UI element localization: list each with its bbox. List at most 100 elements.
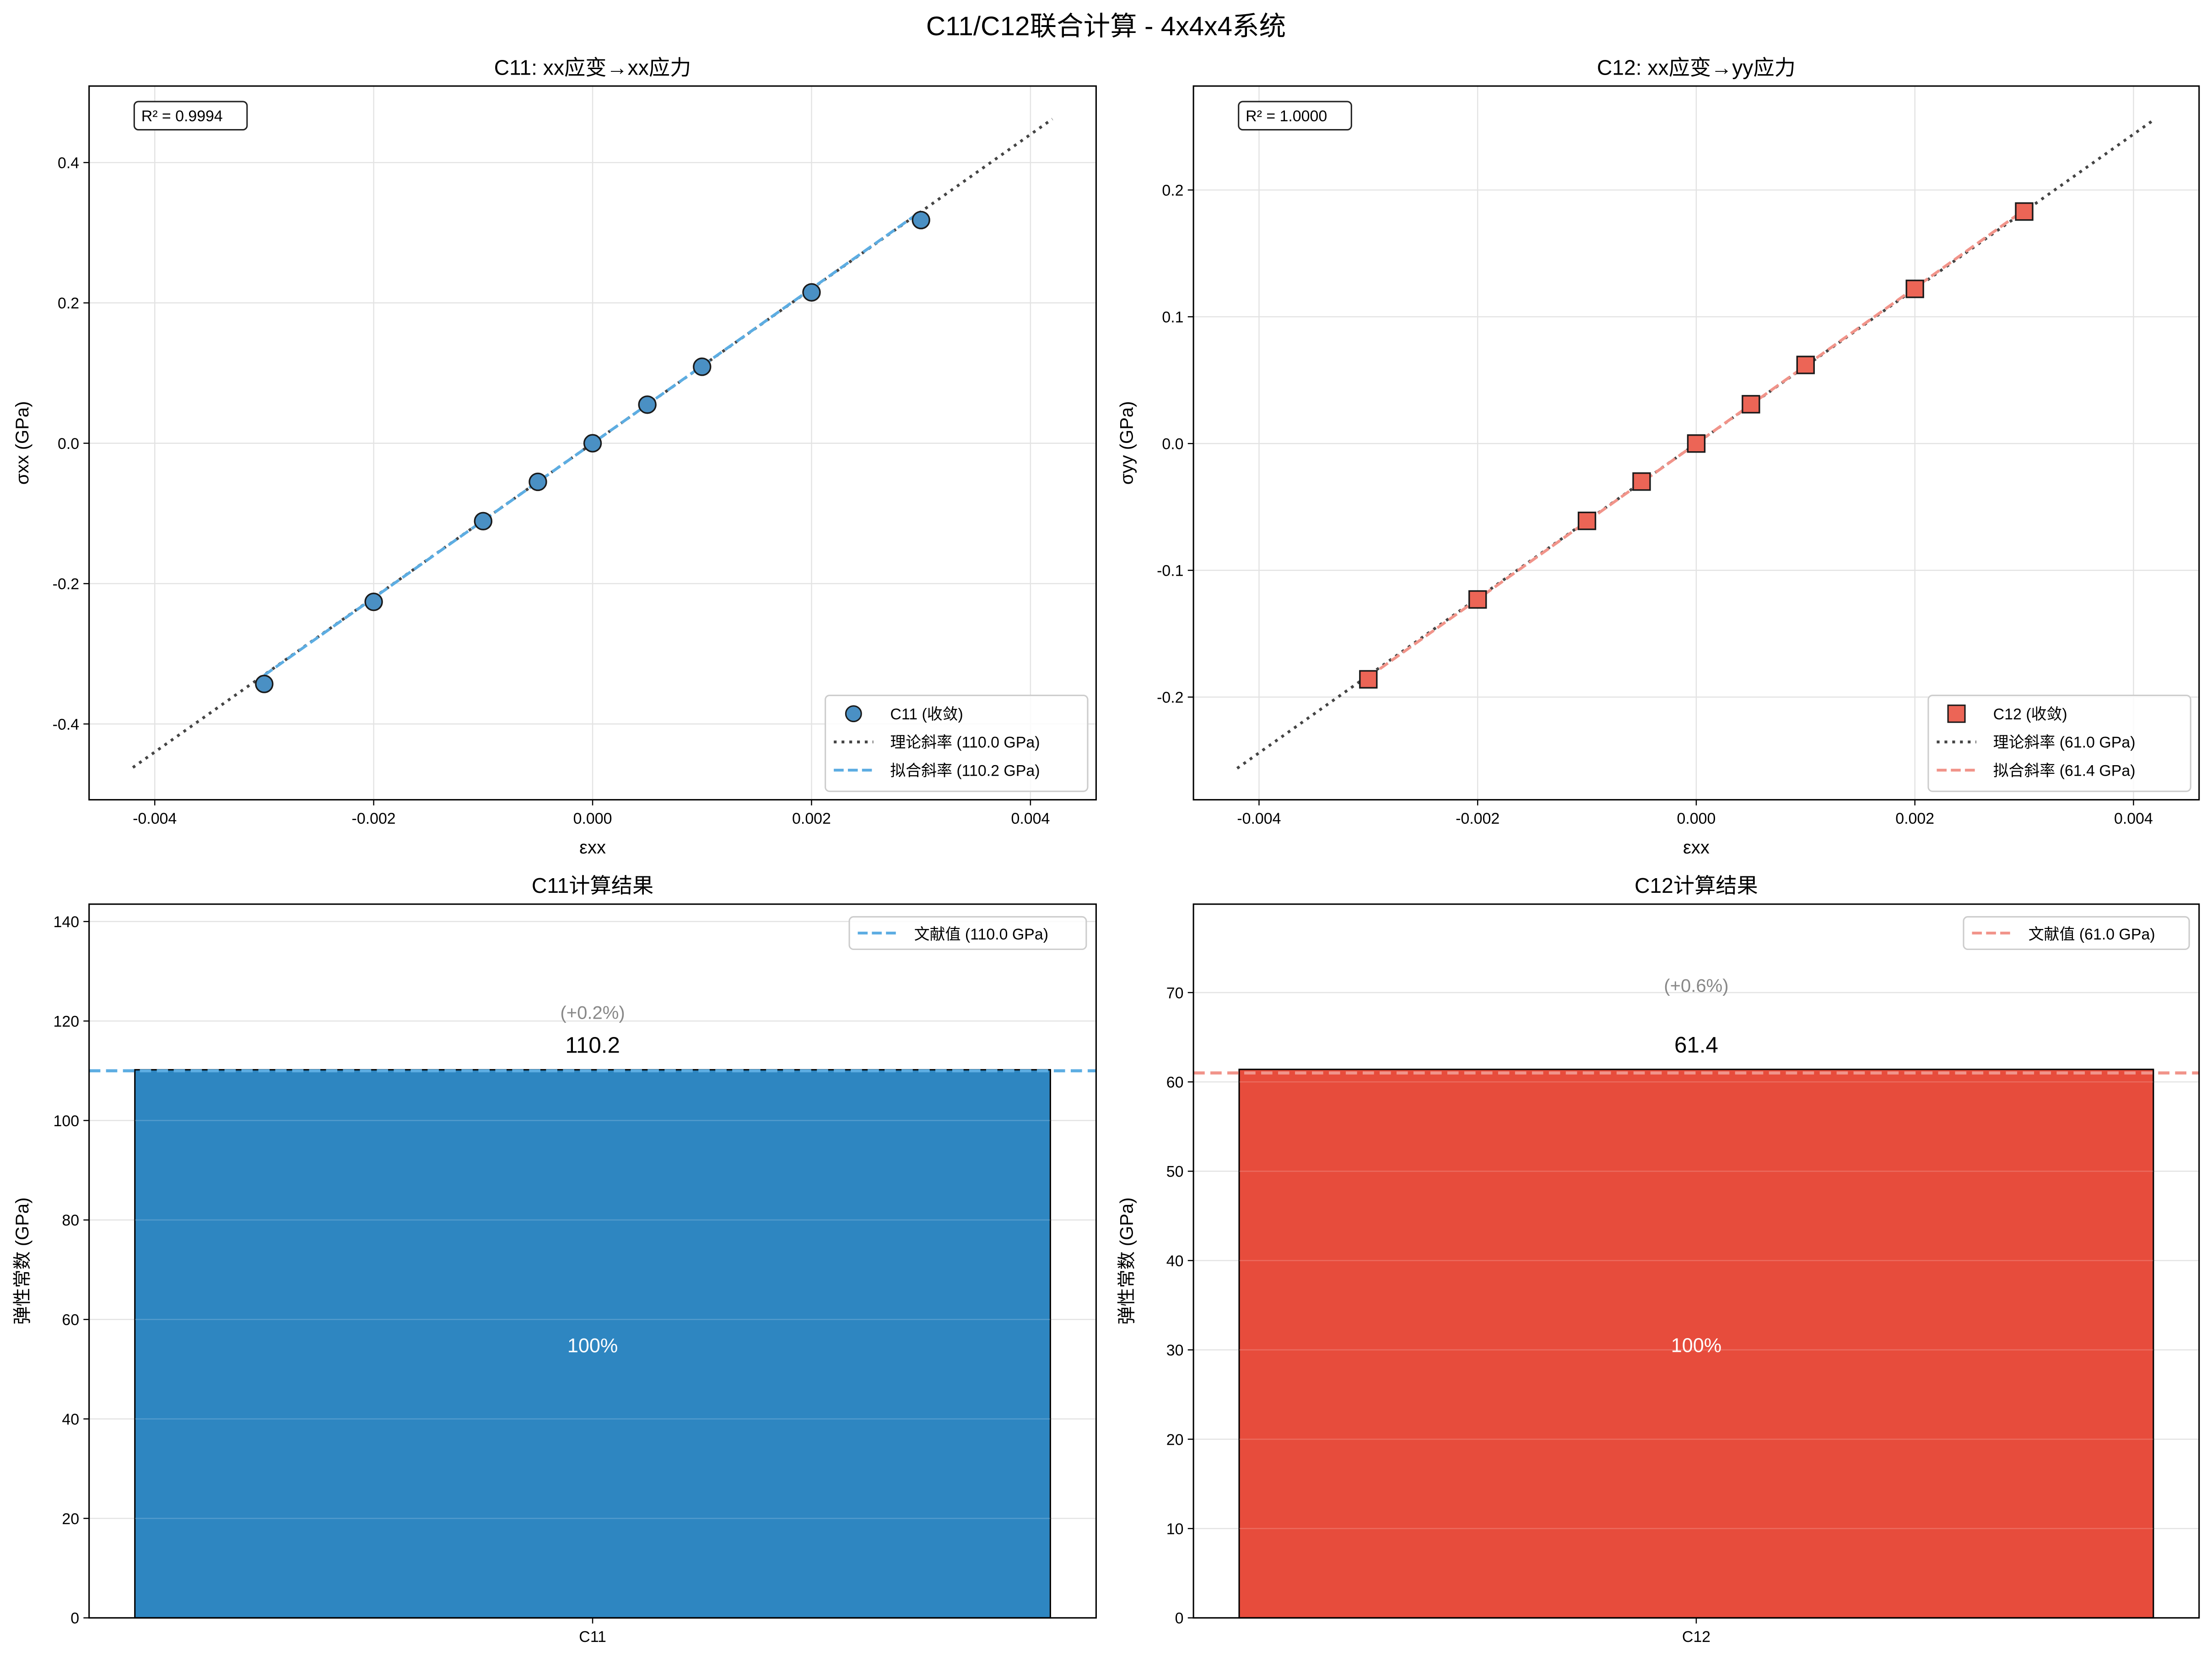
data-point <box>1687 434 1706 453</box>
legend: 文献值 (61.0 GPa) <box>1963 916 2190 950</box>
x-tick-label: 0.004 <box>2114 810 2153 827</box>
r-squared-annotation: R² = 0.9994 <box>133 101 248 131</box>
annotation-text: R² = 1.0000 <box>1246 108 1327 125</box>
data-point <box>1632 472 1651 491</box>
y-tick-label: 0 <box>1175 1610 1184 1627</box>
y-tick-label: 20 <box>62 1510 79 1528</box>
x-tick-label: 0.002 <box>1895 810 1934 827</box>
data-point <box>1905 280 1924 298</box>
y-tick-label: 140 <box>54 913 80 931</box>
y-axis-label: σxx (GPa) <box>12 401 32 485</box>
legend-marker <box>1947 704 1966 723</box>
annotation-box <box>1238 101 1352 131</box>
legend-entry: C12 (收敛) <box>1993 706 2067 723</box>
legend-entry: C11 (收敛) <box>890 706 963 723</box>
annotation-text: R² = 0.9994 <box>141 108 223 125</box>
data-point <box>474 512 493 531</box>
y-axis-label: 弹性常数 (GPa) <box>12 1197 32 1324</box>
y-tick-label: 0.1 <box>1162 309 1183 326</box>
y-tick-label: 0.4 <box>58 155 79 172</box>
data-point <box>802 283 821 302</box>
legend-marker <box>845 705 862 723</box>
x-tick-label: 0.000 <box>1677 810 1716 827</box>
panel-title: C11: xx应变→xx应力 <box>494 55 691 79</box>
data-point <box>1468 590 1487 609</box>
suptitle: C11/C12联合计算 - 4x4x4系统 <box>926 11 1286 41</box>
axes-frame <box>1192 903 2200 1619</box>
data-point <box>255 675 274 693</box>
data-point <box>2015 202 2034 221</box>
data-point <box>1577 512 1597 530</box>
legend-box <box>848 916 1087 950</box>
y-tick-label: 0.0 <box>58 435 79 453</box>
y-tick-label: 80 <box>62 1212 79 1229</box>
y-tick-label: 70 <box>1166 984 1184 1002</box>
y-tick-label: -0.2 <box>1157 689 1183 707</box>
deviation-label: (+0.2%) <box>560 1003 625 1023</box>
r-squared-annotation: R² = 1.0000 <box>1238 101 1352 131</box>
y-tick-label: 100 <box>54 1112 80 1130</box>
y-tick-label: 30 <box>1166 1342 1184 1359</box>
y-tick-label: 10 <box>1166 1520 1184 1538</box>
data-point <box>583 434 602 453</box>
data-point <box>693 357 712 376</box>
bar-C11 <box>134 1069 1051 1619</box>
bar-value-label: 110.2 <box>565 1033 620 1058</box>
panel-4: C12计算结果 0 10 20 30 40 50 60 70 弹性常数 (GPa) C12 61.4 (… <box>1117 874 2200 1646</box>
panel-3: C11计算结果 0 20 40 60 80 100 120 140 弹性常数 (GPa) C11 11… <box>12 874 1097 1646</box>
x-tick-label: -0.004 <box>1237 810 1281 827</box>
y-tick-label: 0 <box>70 1610 79 1627</box>
legend: 文献值 (110.0 GPa) <box>848 916 1087 950</box>
x-tick-label: -0.002 <box>1456 810 1500 827</box>
data-point <box>529 472 547 491</box>
panel-1: C11: xx应变→xx应力 -0.4 -0.2 0.0 0.2 0.4 σxx (GPa)… <box>12 55 1097 858</box>
theory-slope-line <box>1236 117 2156 770</box>
legend-entry: 文献值 (110.0 GPa) <box>914 926 1048 943</box>
legend-box <box>1927 695 2191 792</box>
y-tick-label: 120 <box>54 1013 80 1030</box>
data-point <box>912 211 930 230</box>
bar-inner-label: 100% <box>567 1335 618 1357</box>
legend: C12 (收敛) 理论斜率 (61.0 GPa) 拟合斜率 (61.4 GPa) <box>1927 695 2191 792</box>
legend-entry: 理论斜率 (110.0 GPa) <box>890 734 1040 751</box>
y-tick-label: 40 <box>62 1411 79 1428</box>
legend-box <box>1963 916 2190 950</box>
bar-value-label: 61.4 <box>1674 1032 1718 1058</box>
y-tick-label: 0.2 <box>1162 182 1183 200</box>
bar-C12 <box>1238 1069 2154 1619</box>
y-tick-label: 0.2 <box>58 295 79 312</box>
x-axis-label: εxx <box>1683 837 1710 858</box>
axes-frame <box>1192 85 2200 801</box>
panel-title: C12: xx应变→yy应力 <box>1597 55 1796 79</box>
annotation-box <box>133 101 248 131</box>
data-point <box>1359 670 1378 689</box>
x-tick-label: C11 <box>579 1628 606 1646</box>
legend-entry: 文献值 (61.0 GPa) <box>2029 926 2155 943</box>
panel-title: C12计算结果 <box>1635 874 1758 897</box>
y-tick-label: 40 <box>1166 1253 1184 1270</box>
y-tick-label: -0.2 <box>53 576 79 593</box>
data-point <box>364 592 383 611</box>
data-point <box>638 395 657 414</box>
x-tick-label: 0.000 <box>573 810 612 827</box>
theory-slope-line <box>132 118 1053 769</box>
legend: C11 (收敛) 理论斜率 (110.0 GPa) 拟合斜率 (110.2 GPa) <box>825 695 1089 792</box>
panel-2: C12: xx应变→yy应力 -0.2 -0.1 0.0 0.1 0.2 σyy (GPa)… <box>1117 55 2200 858</box>
x-tick-label: -0.004 <box>133 810 177 827</box>
y-tick-label: 50 <box>1166 1163 1184 1181</box>
bar-inner-label: 100% <box>1671 1335 1721 1357</box>
y-axis-label: σyy (GPa) <box>1117 401 1137 485</box>
axes-frame <box>88 85 1097 801</box>
legend-entry: 理论斜率 (61.0 GPa) <box>1993 734 2136 751</box>
y-axis-label: 弹性常数 (GPa) <box>1117 1197 1137 1324</box>
x-tick-label: -0.002 <box>352 810 396 827</box>
y-tick-label: 60 <box>1166 1074 1184 1091</box>
x-axis-label: εxx <box>579 837 606 858</box>
deviation-label: (+0.6%) <box>1664 976 1728 996</box>
x-tick-label: 0.002 <box>792 810 831 827</box>
x-tick-label: 0.004 <box>1011 810 1050 827</box>
panel-title: C11计算结果 <box>532 874 653 897</box>
data-point <box>1742 395 1760 414</box>
y-tick-label: 60 <box>62 1312 79 1329</box>
